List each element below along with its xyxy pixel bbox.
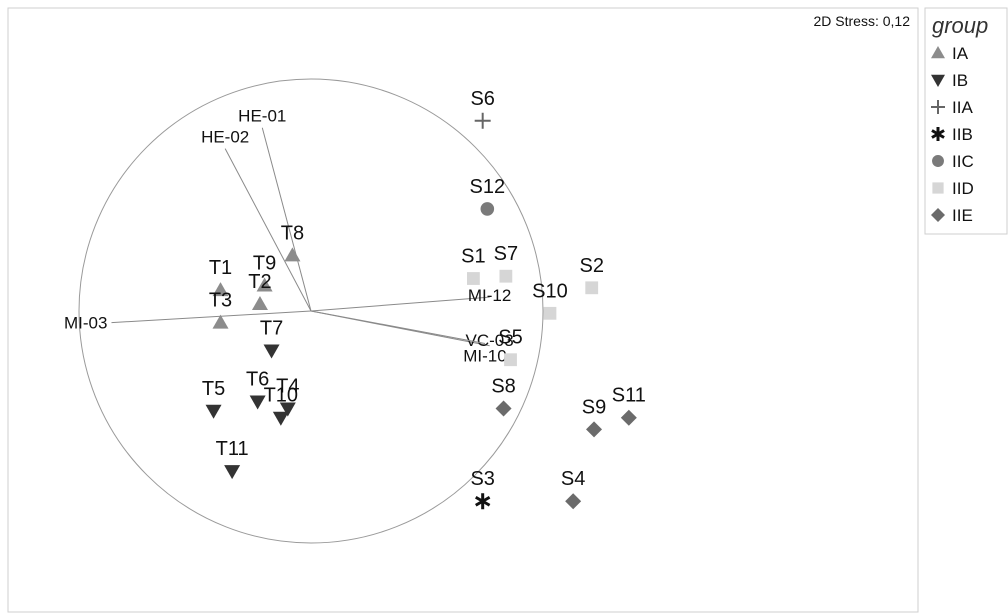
point-s6 (474, 112, 491, 129)
legend-title: group (932, 13, 988, 38)
point-s4 (565, 493, 582, 510)
legend-label: IID (952, 179, 974, 198)
point-s1 (467, 272, 480, 285)
point-s9 (586, 421, 603, 438)
point-label: T2 (248, 271, 271, 293)
legend-label: IB (952, 71, 968, 90)
point-t2 (251, 296, 268, 311)
point-t9 (256, 277, 273, 292)
plot-panel (7, 7, 919, 613)
point-label: S12 (470, 176, 506, 198)
point-label: T5 (202, 378, 225, 400)
point-s5 (504, 353, 517, 367)
point-label: S6 (470, 88, 494, 110)
vector-mi-12 (310, 296, 490, 312)
legend-key-iib (931, 127, 945, 141)
point-label: S7 (494, 243, 518, 265)
correlation-circle (78, 78, 544, 544)
point-s8 (495, 400, 512, 417)
stress-annotation: 2D Stress: 0,12 (814, 13, 911, 29)
legend-key-iic (932, 155, 944, 167)
point-t11 (224, 465, 241, 480)
legend-key-iia (931, 100, 945, 114)
point-label: S4 (561, 468, 585, 490)
vector-label: MI-10 (463, 346, 506, 365)
point-label: S2 (579, 255, 603, 277)
point-label: T4 (276, 375, 299, 397)
point-label: T9 (253, 252, 276, 274)
point-label: S11 (612, 385, 646, 407)
legend-box (924, 7, 1008, 235)
point-t1 (212, 282, 229, 297)
vector-label: HE-01 (238, 107, 286, 126)
vector-label: VC-03 (466, 331, 514, 350)
point-label: T10 (264, 385, 298, 407)
legend-key-ia (931, 46, 945, 59)
legend-label: IIE (952, 206, 973, 225)
point-s10 (543, 306, 557, 320)
legend-label: IIB (952, 125, 973, 144)
point-label: T11 (216, 438, 249, 460)
vector-mi-10 (310, 310, 486, 344)
point-label: S3 (470, 468, 494, 490)
legend-label: IIA (952, 98, 973, 117)
point-t7 (263, 344, 280, 359)
point-t6 (249, 395, 266, 410)
point-t8 (284, 247, 301, 262)
point-label: S9 (582, 396, 606, 418)
point-label: S8 (491, 375, 515, 397)
point-s11 (620, 409, 637, 426)
point-s3 (475, 493, 491, 510)
point-label: T1 (209, 257, 232, 279)
vector-label: HE-02 (201, 128, 249, 147)
point-t5 (205, 404, 222, 419)
legend-key-ib (931, 74, 945, 87)
point-label: S5 (498, 327, 522, 349)
legend-entries: IA IB IIA IIB IIC IID IIE (931, 44, 974, 225)
point-label: T7 (260, 317, 283, 339)
point-t10 (272, 411, 289, 426)
point-s2 (585, 281, 599, 295)
point-label: S1 (461, 246, 485, 268)
vector-he-01 (261, 127, 312, 312)
point-t4 (279, 402, 296, 417)
legend: group IA IB IIA IIB IIC IID IIE (924, 7, 1008, 235)
vector-he-02 (224, 148, 312, 312)
legend-label: IIC (952, 152, 974, 171)
legend-label: IA (952, 44, 969, 63)
point-label: T6 (246, 368, 269, 390)
point-label: S10 (532, 280, 568, 302)
vector-mi-03 (111, 310, 312, 324)
vector-label: MI-03 (64, 314, 107, 333)
legend-key-iid (932, 182, 944, 194)
point-s12 (480, 202, 495, 216)
point-label: T8 (281, 222, 304, 244)
point-s7 (499, 269, 513, 283)
point-t3 (212, 314, 229, 329)
point-label: T3 (209, 290, 232, 312)
legend-key-iie (931, 208, 945, 222)
vector-label: MI-12 (468, 286, 511, 305)
